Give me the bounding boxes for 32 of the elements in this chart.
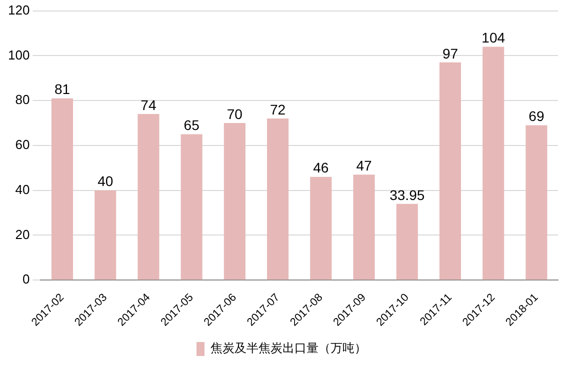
data-label: 104 [482, 30, 506, 46]
bar [310, 176, 332, 280]
bar [439, 62, 462, 280]
data-label: 47 [356, 157, 372, 174]
data-label: 81 [54, 81, 70, 98]
y-tick-label: 0 [22, 272, 30, 287]
bar [94, 190, 116, 280]
bar [482, 46, 504, 280]
data-label: 40 [98, 173, 114, 190]
y-tick-label: 20 [15, 226, 30, 242]
bar [51, 98, 74, 280]
y-tick-label: 80 [15, 92, 30, 108]
bar [353, 174, 375, 280]
y-tick-label: 60 [15, 137, 30, 152]
bar [267, 118, 289, 280]
bar [526, 125, 548, 280]
bar [396, 204, 418, 280]
data-label: 97 [442, 45, 458, 62]
data-label: 46 [313, 160, 329, 176]
data-label: 74 [140, 96, 156, 113]
bar [224, 123, 246, 280]
y-tick-label: 120 [8, 2, 30, 18]
data-label: 70 [226, 106, 243, 122]
y-tick-label: 40 [15, 182, 30, 197]
bar [180, 134, 202, 280]
bar [138, 114, 160, 280]
legend-label: 焦炭及半焦炭出口量（万吨） [210, 341, 366, 356]
data-label: 69 [528, 108, 544, 124]
data-label: 33.95 [390, 186, 425, 203]
data-label: 72 [270, 101, 286, 118]
data-label: 65 [184, 117, 200, 134]
y-tick-label: 100 [8, 47, 30, 62]
